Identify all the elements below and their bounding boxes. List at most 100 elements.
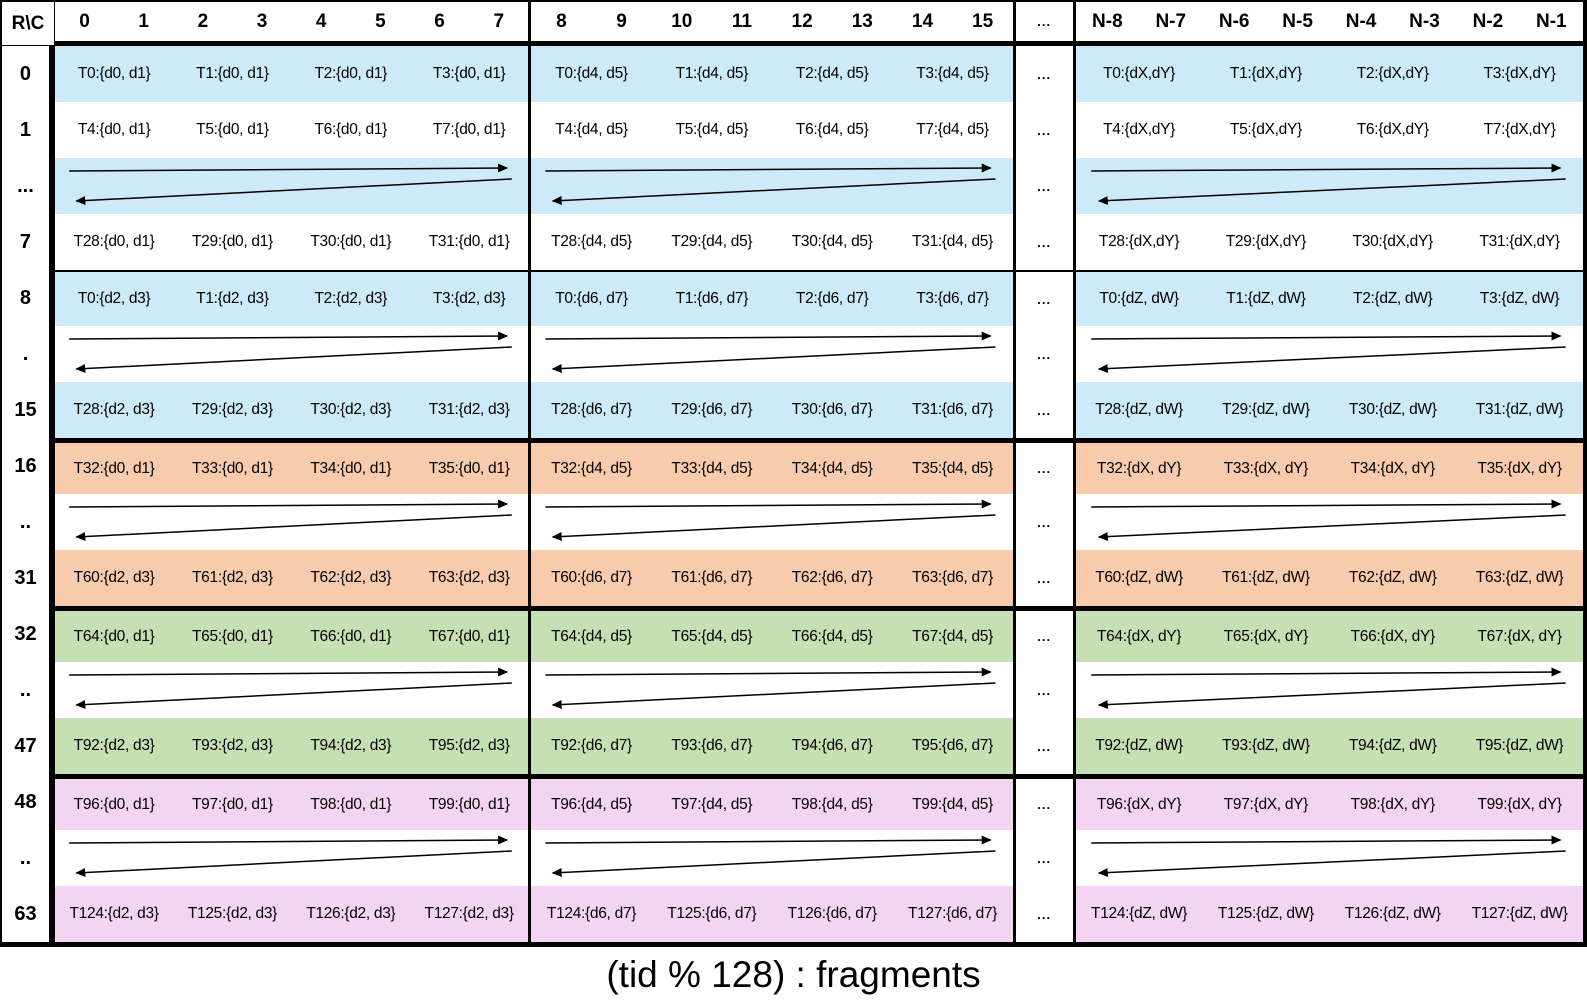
fragment-label: T65:{dX, dY} [1223, 627, 1309, 645]
ellipsis-cell: ... [1012, 214, 1073, 270]
fragment-cell: T28:{dZ, dW} T29:{dZ, dW} T30:{dZ, dW} T31:… [1072, 382, 1583, 438]
fragment-label: T66:{dX, dY} [1350, 627, 1436, 645]
fragment-label: T35:{d4, d5} [912, 459, 993, 477]
fragment-label: T126:{d6, d7} [787, 905, 877, 922]
row-label: 31 [2, 550, 55, 606]
fragment-label: T28:{dX,dY} [1098, 233, 1180, 250]
fragment-label: T29:{d0, d1} [192, 233, 273, 250]
fragment-label: T62:{d2, d3} [310, 569, 392, 586]
fragment-label: T29:{dZ, dW} [1222, 401, 1310, 418]
fragment-label: T29:{d6, d7} [671, 401, 753, 418]
fragment-label: T97:{d4, d5} [671, 795, 753, 813]
fragment-label: T6:{d4, d5} [795, 121, 869, 138]
arrow-row: ..... [2, 830, 1583, 886]
fragment-label: T2:{dX,dY} [1356, 65, 1429, 82]
arrow-cell [528, 326, 1012, 382]
fragment-label: T3:{dZ, dW} [1479, 290, 1560, 307]
zigzag-arrow [1090, 835, 1566, 878]
column-header: 15 [972, 10, 994, 32]
fragment-label: T0:{d4, d5} [555, 65, 628, 82]
fragment-label: T31:{dX,dY} [1479, 233, 1560, 250]
fragment-label: T5:{d4, d5} [675, 121, 749, 138]
fragment-cell: T0:{d4, d5} T1:{d4, d5} T2:{d4, d5} T3:{d4,… [528, 46, 1013, 102]
ellipsis-cell: ... [1012, 494, 1073, 550]
fragment-cell: T96:{d0, d1} T97:{d0, d1} T98:{d0, d1} T99:… [54, 774, 529, 830]
fragment-label: T95:{d2, d3} [428, 737, 510, 754]
fragment-label: T3:{d6, d7} [916, 290, 989, 307]
fragment-label: T63:{dZ, dW} [1475, 569, 1564, 586]
fragment-label: T126:{d2, d3} [306, 905, 396, 922]
fragment-label: T6:{d0, d1} [314, 121, 388, 138]
fragment-cell: T32:{dX, dY} T33:{dX, dY} T34:{dX, dY} T35:… [1072, 438, 1583, 494]
zigzag-arrow [545, 163, 996, 206]
column-header: N-7 [1155, 10, 1187, 32]
column-header-section: N-8 N-7 N-6 N-5 N-4 N-3 N-2 N-1 [1072, 2, 1583, 46]
arrow-cell [55, 326, 528, 382]
arrow-cell [528, 158, 1013, 214]
fragment-cell: T4:{d0, d1} T5:{d0, d1} T6:{d0, d1} T7:{d0,… [55, 102, 528, 158]
arrow-cell [55, 494, 528, 550]
fragment-label: T65:{d4, d5} [671, 627, 753, 645]
fragment-label: T125:{dZ, dW} [1217, 905, 1314, 922]
fragment-label: T30:{d2, d3} [310, 401, 392, 418]
fragment-label: T29:{d4, d5} [671, 233, 753, 250]
fragment-label: T30:{dZ, dW} [1348, 401, 1437, 418]
fragment-label: T30:{d6, d7} [791, 401, 873, 418]
fragment-label: T1:{d6, d7} [675, 290, 749, 307]
fragment-label: T96:{d0, d1} [73, 795, 155, 813]
ellipsis-cell: ... [1012, 270, 1073, 326]
fragment-label: T124:{dZ, dW} [1091, 905, 1188, 922]
fragment-label: T7:{dX,dY} [1483, 121, 1556, 138]
fragment-label: T28:{dZ, dW} [1095, 401, 1183, 418]
fragment-label: T93:{d2, d3} [192, 737, 273, 754]
fragment-label: T64:{dX, dY} [1096, 627, 1182, 645]
row-label: 15 [2, 382, 55, 438]
fragment-label: T32:{dX, dY} [1096, 459, 1182, 477]
fragment-label: T94:{d6, d7} [791, 737, 873, 754]
fragment-label: T30:{d0, d1} [310, 233, 392, 250]
fragment-cell: T92:{d6, d7} T93:{d6, d7} T94:{d6, d7} T95:… [528, 718, 1013, 774]
zigzag-arrow [69, 331, 512, 374]
arrow-cell [528, 494, 1012, 550]
zigzag-arrow [69, 667, 512, 710]
fragment-cell: T124:{d2, d3} T125:{d2, d3} T126:{d2, d3} T… [54, 886, 529, 942]
column-header: 5 [375, 10, 386, 32]
arrow-cell [1072, 158, 1583, 214]
fragment-label: T29:{dX,dY} [1225, 233, 1307, 250]
fragment-cell: T92:{dZ, dW} T93:{dZ, dW} T94:{dZ, dW} T95:… [1072, 718, 1583, 774]
fragment-label: T4:{dX,dY} [1103, 121, 1176, 138]
table-row: 15 T28:{d2, d3} T29:{d2, d3} T30:{d2, d3} T3… [2, 382, 1583, 438]
fragment-label: T32:{d4, d5} [551, 459, 632, 477]
fragment-label: T93:{d6, d7} [671, 737, 753, 754]
ellipsis-cell: ... [1012, 326, 1073, 382]
fragment-label: T62:{d6, d7} [791, 569, 873, 586]
table-row: 47 T92:{d2, d3} T93:{d2, d3} T94:{d2, d3} T9… [2, 718, 1583, 774]
column-header: 11 [731, 10, 752, 32]
arrow-cell [528, 662, 1012, 718]
ellipsis-cell: ... [1012, 158, 1073, 214]
column-header: 13 [851, 10, 873, 32]
fragment-label: T28:{d6, d7} [551, 401, 632, 418]
fragment-label: T6:{dX,dY} [1356, 121, 1429, 138]
fragment-cell: T4:{dX,dY} T5:{dX,dY} T6:{dX,dY} T7:{dX,dY} [1072, 102, 1583, 158]
fragment-cell: T28:{dX,dY} T29:{dX,dY} T30:{dX,dY} T31:{dX… [1072, 214, 1583, 270]
column-header: 3 [256, 10, 268, 32]
fragment-label: T30:{dX,dY} [1352, 233, 1434, 250]
fragment-label: T32:{d0, d1} [73, 459, 155, 477]
fragment-label: T124:{d2, d3} [69, 905, 159, 922]
fragment-label: T0:{dZ, dW} [1099, 290, 1179, 307]
fragment-cell: T28:{d2, d3} T29:{d2, d3} T30:{d2, d3} T31:… [54, 382, 529, 438]
fragment-label: T92:{dZ, dW} [1095, 737, 1183, 754]
fragment-label: T31:{d4, d5} [912, 233, 993, 250]
fragment-label: T30:{d4, d5} [791, 233, 873, 250]
zigzag-arrow [545, 499, 996, 542]
arrow-row: .... [2, 326, 1583, 382]
fragment-cell: T60:{dZ, dW} T61:{dZ, dW} T62:{dZ, dW} T63:… [1072, 550, 1583, 606]
fragment-label: T31:{d6, d7} [912, 401, 993, 418]
fragment-cell: T60:{d6, d7} T61:{d6, d7} T62:{d6, d7} T63:… [528, 550, 1013, 606]
arrow-cell [1072, 326, 1583, 382]
fragment-label: T5:{dX,dY} [1229, 121, 1302, 138]
table-row: 16 T32:{d0, d1} T33:{d0, d1} T34:{d0, d1} T3… [2, 438, 1583, 494]
fragment-label: T0:{d2, d3} [77, 290, 151, 307]
